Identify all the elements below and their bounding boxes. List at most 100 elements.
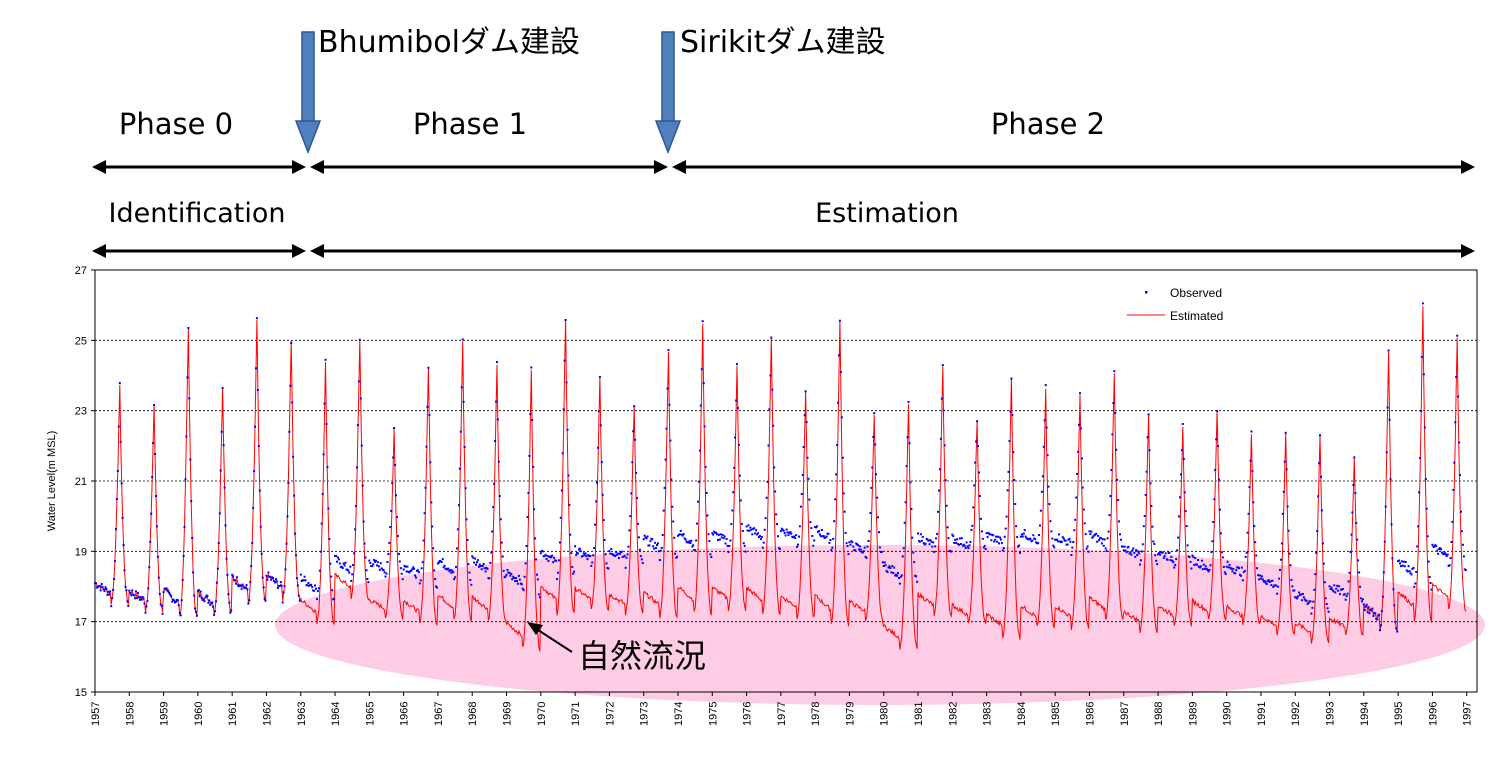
observed-point <box>1096 540 1099 543</box>
observed-point <box>1021 535 1024 538</box>
observed-point <box>898 577 900 579</box>
observed-point <box>154 453 156 455</box>
observed-point <box>943 444 946 447</box>
observed-point <box>651 538 654 541</box>
observed-point <box>328 538 331 540</box>
observed-point <box>141 596 144 598</box>
observed-point <box>737 443 740 446</box>
observed-point <box>807 477 810 480</box>
observed-point <box>751 533 754 536</box>
legend: Observed Estimated <box>1125 280 1240 324</box>
observed-point <box>486 567 489 570</box>
observed-point <box>560 489 563 492</box>
observed-point <box>993 540 996 543</box>
observed-point <box>497 460 500 463</box>
natural-flow-region <box>275 545 1485 705</box>
observed-point <box>361 484 364 487</box>
observed-point <box>401 578 404 581</box>
observed-point <box>524 562 527 565</box>
observed-point <box>1320 475 1322 478</box>
observed-point <box>569 533 572 536</box>
observed-point <box>1213 498 1216 501</box>
observed-point <box>440 561 443 564</box>
observed-point <box>623 554 626 557</box>
observed-point <box>1196 563 1199 566</box>
observed-point <box>1069 540 1072 543</box>
observed-point <box>610 548 613 550</box>
observed-point <box>867 540 870 542</box>
observed-point <box>1149 482 1152 485</box>
observed-point <box>802 446 805 448</box>
observed-point <box>295 577 298 580</box>
observed-point <box>96 586 99 589</box>
observed-point <box>847 553 850 556</box>
observed-point <box>398 560 401 563</box>
observed-point <box>1077 450 1080 453</box>
observed-point <box>1128 552 1131 555</box>
observed-point <box>1252 501 1255 504</box>
observed-point <box>963 544 966 547</box>
observed-point <box>1240 574 1242 577</box>
observed-point <box>827 532 830 535</box>
observed-point <box>222 444 225 447</box>
observed-point <box>1443 551 1446 554</box>
observed-point <box>809 521 812 524</box>
observed-point <box>232 575 235 578</box>
observed-point <box>364 556 367 559</box>
observed-point <box>1169 559 1172 562</box>
observed-point <box>885 569 888 572</box>
observed-point <box>974 461 977 464</box>
observed-point <box>683 537 686 540</box>
observed-point <box>1113 370 1116 373</box>
observed-point <box>1006 489 1009 492</box>
observed-point <box>1192 555 1195 558</box>
observed-point <box>103 590 106 593</box>
observed-point <box>585 555 588 558</box>
observed-point <box>849 543 852 546</box>
observed-point <box>1132 547 1135 550</box>
observed-point <box>536 573 538 576</box>
observed-point <box>1002 547 1005 550</box>
observed-point <box>514 580 517 583</box>
observed-point <box>803 414 806 417</box>
observed-point <box>1460 510 1462 513</box>
observed-point <box>684 538 687 541</box>
observed-point <box>801 474 804 476</box>
observed-point <box>800 493 803 495</box>
observed-point <box>844 531 847 534</box>
observed-point <box>182 555 185 558</box>
observed-point <box>229 611 232 614</box>
observed-point <box>1280 542 1283 545</box>
observed-point <box>302 579 305 582</box>
observed-point <box>635 471 638 474</box>
observed-point <box>267 571 270 574</box>
observed-point <box>1097 534 1100 537</box>
observed-point <box>930 540 933 543</box>
observed-point <box>1341 588 1344 590</box>
observed-point <box>262 586 265 589</box>
observed-point <box>912 551 915 554</box>
observed-point <box>1216 410 1219 412</box>
observed-point <box>903 521 906 524</box>
observed-point <box>1430 588 1433 591</box>
observed-point <box>173 599 176 602</box>
observed-point <box>419 579 422 582</box>
observed-point <box>275 578 277 581</box>
identification-span-arrow <box>92 244 306 258</box>
observed-point <box>1072 541 1075 543</box>
observed-point <box>171 600 174 603</box>
observed-point <box>1076 472 1079 475</box>
observed-point <box>467 563 470 566</box>
observed-point <box>1011 413 1014 416</box>
observed-point <box>982 546 985 549</box>
observed-point <box>241 583 244 586</box>
observed-point <box>598 376 601 379</box>
observed-point <box>1064 539 1067 542</box>
observed-point <box>1046 454 1049 457</box>
observed-point <box>1131 549 1134 552</box>
observed-point <box>570 552 573 555</box>
observed-point <box>1227 566 1230 569</box>
observed-point <box>629 515 632 518</box>
observed-point <box>593 547 596 549</box>
observed-point <box>1303 598 1306 601</box>
